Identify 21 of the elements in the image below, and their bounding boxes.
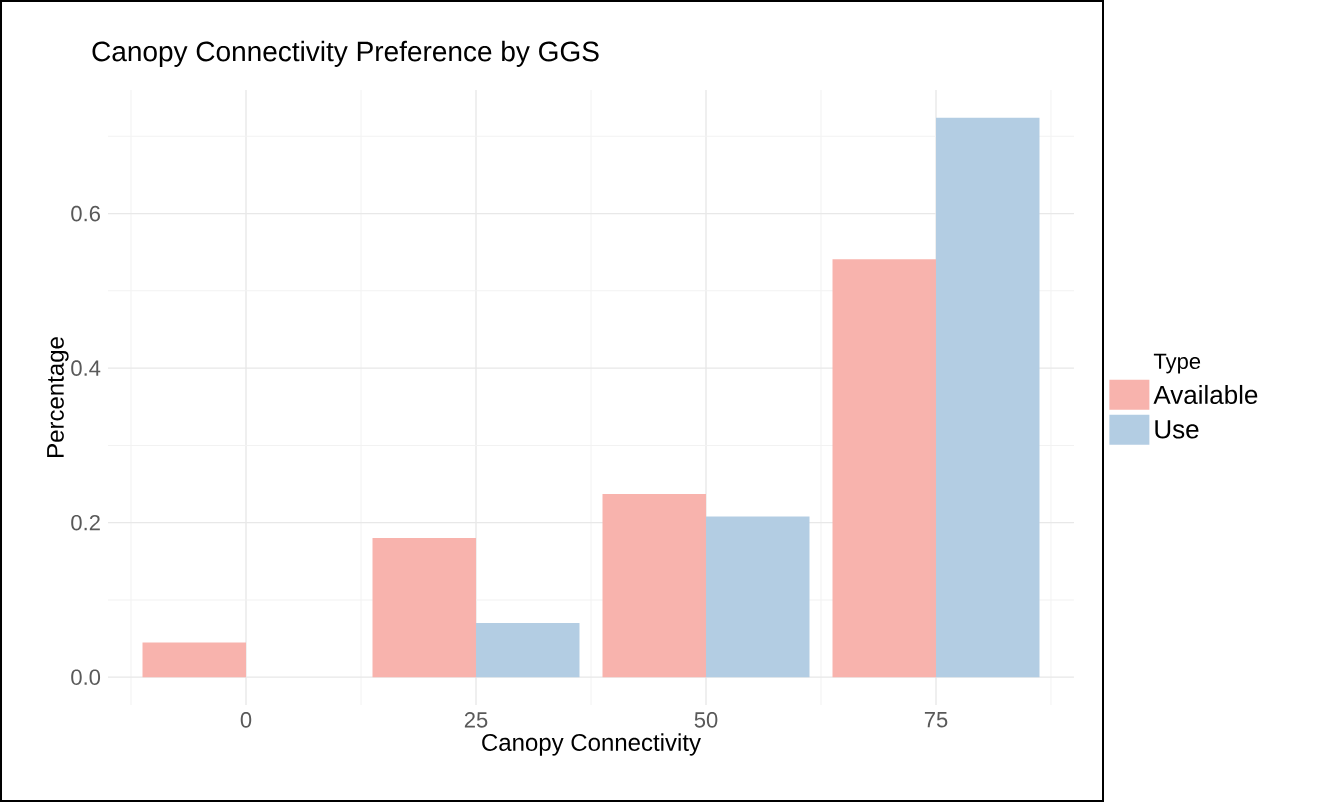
y-tick-label: 0.2 bbox=[71, 514, 100, 531]
bar bbox=[706, 516, 810, 678]
x-tick-label: 50 bbox=[694, 712, 718, 728]
legend-label: Available bbox=[1153, 384, 1258, 405]
chart-title: Canopy Connectivity Preference by GGS bbox=[92, 40, 599, 67]
bar bbox=[476, 623, 580, 678]
legend-label: Use bbox=[1155, 420, 1199, 439]
y-axis-title: Percentage bbox=[47, 337, 69, 457]
y-tick-label: 0.6 bbox=[71, 205, 100, 222]
bar bbox=[602, 494, 706, 678]
y-tick-label: 0.4 bbox=[71, 360, 101, 376]
bar bbox=[936, 117, 1040, 678]
bar bbox=[372, 538, 477, 678]
x-tick-label: 0 bbox=[240, 712, 252, 728]
y-tick-label: 0.0 bbox=[71, 669, 101, 685]
x-tick-label: 75 bbox=[924, 712, 948, 728]
legend-title: Type bbox=[1153, 353, 1201, 374]
x-tick-label: 25 bbox=[464, 712, 488, 728]
bar bbox=[832, 259, 936, 678]
x-axis-title: Canopy Connectivity bbox=[482, 733, 701, 756]
bar bbox=[142, 642, 246, 678]
